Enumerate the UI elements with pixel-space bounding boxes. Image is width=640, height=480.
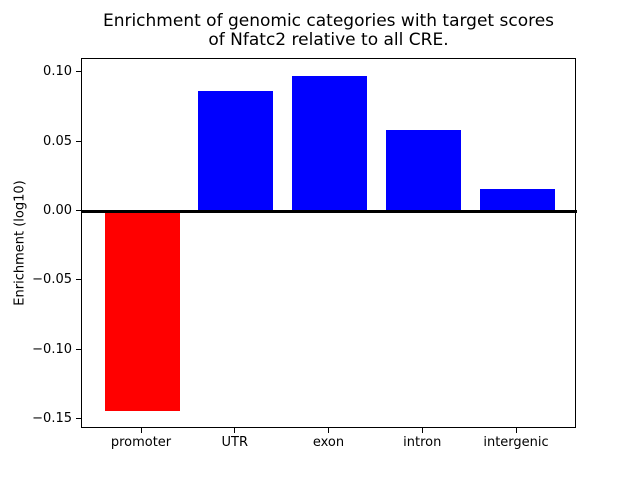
y-tick-label: 0.00 xyxy=(43,202,72,218)
x-tick-label-exon: exon xyxy=(312,435,345,450)
x-tick-mark xyxy=(234,428,236,433)
zero-baseline xyxy=(82,209,577,213)
x-tick-mark xyxy=(140,428,142,433)
y-tick-label: −0.05 xyxy=(32,272,72,288)
chart-title: Enrichment of genomic categories with ta… xyxy=(81,12,576,50)
x-tick-label-intergenic: intergenic xyxy=(483,435,549,450)
bar-intron xyxy=(385,129,461,212)
y-tick-mark xyxy=(76,348,81,350)
chart-title-line2: of Nfatc2 relative to all CRE. xyxy=(208,30,449,50)
x-tick-label-UTR: UTR xyxy=(221,435,249,450)
x-tick-label-promoter: promoter xyxy=(110,435,172,450)
chart-title-line1: Enrichment of genomic categories with ta… xyxy=(102,11,555,31)
x-tick-mark xyxy=(515,428,517,433)
y-tick-label: −0.15 xyxy=(32,410,72,426)
y-tick-mark xyxy=(76,140,81,142)
y-tick-label: 0.05 xyxy=(43,133,72,149)
y-tick-mark xyxy=(76,417,81,419)
x-tick-mark xyxy=(328,428,329,433)
plot-area xyxy=(81,58,577,428)
x-tick-mark xyxy=(421,428,423,433)
x-tick-label-intron: intron xyxy=(403,435,442,450)
y-tick-mark xyxy=(76,209,81,211)
bar-exon xyxy=(292,75,367,212)
bar-UTR xyxy=(198,90,274,212)
bar-intergenic xyxy=(479,189,555,212)
y-tick-mark xyxy=(76,71,81,73)
y-tick-label: 0.10 xyxy=(43,64,72,80)
bar-promoter xyxy=(104,211,180,411)
y-tick-mark xyxy=(76,279,81,281)
y-tick-label: −0.10 xyxy=(32,341,72,357)
